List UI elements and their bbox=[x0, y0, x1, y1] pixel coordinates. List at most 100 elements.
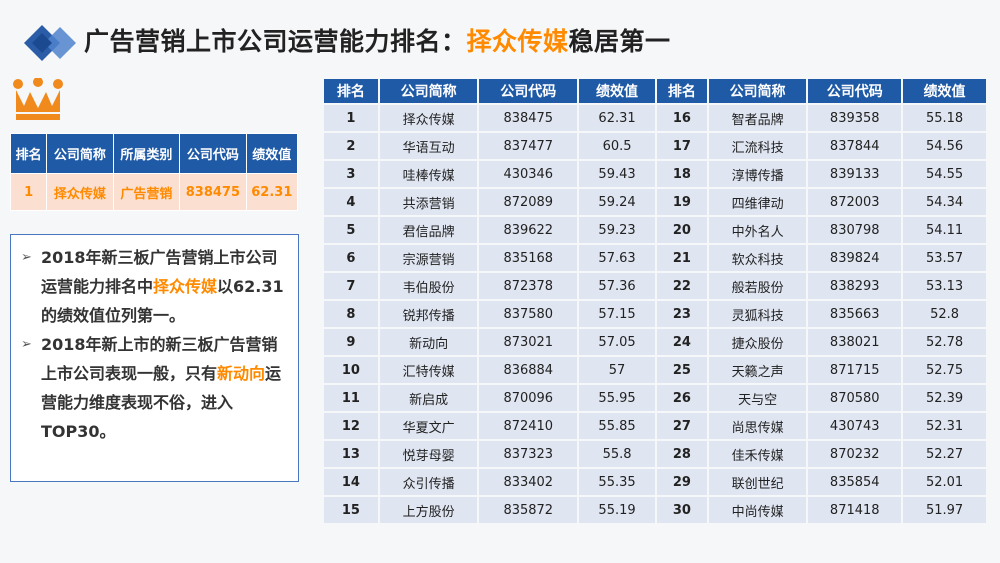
table-cell: 捷众股份 bbox=[706, 327, 809, 357]
table-cell: 837477 bbox=[477, 131, 580, 161]
table-cell: 8 bbox=[322, 299, 380, 329]
table-cell: 870580 bbox=[806, 383, 904, 413]
table-cell: 62.31 bbox=[577, 103, 657, 133]
table-cell: 838293 bbox=[806, 271, 904, 301]
table-cell: 韦伯股份 bbox=[377, 271, 480, 301]
table-cell: 般若股份 bbox=[706, 271, 809, 301]
note-text: 2018年新三板广告营销上市公司运营能力排名中择众传媒以62.31的绩效值位列第… bbox=[41, 243, 290, 330]
top-company-row: 1 择众传媒 广告营销 838475 62.31 bbox=[9, 173, 299, 211]
table-cell: 灵狐科技 bbox=[706, 299, 809, 329]
table-row: 1 择众传媒 838475 62.31 16 智者品牌 839358 55.18 bbox=[322, 103, 988, 133]
ranking-header: 绩效值 bbox=[901, 77, 988, 105]
table-cell: 汇流科技 bbox=[706, 131, 809, 161]
crown-icon bbox=[13, 78, 63, 120]
table-cell: 择众传媒 bbox=[377, 103, 480, 133]
table-cell: 7 bbox=[322, 271, 380, 301]
table-row: 9 新动向 873021 57.05 24 捷众股份 838021 52.78 bbox=[322, 327, 988, 357]
top-company-cell: 62.31 bbox=[245, 173, 299, 211]
table-cell: 835872 bbox=[477, 495, 580, 525]
table-cell: 上方股份 bbox=[377, 495, 480, 525]
table-cell: 29 bbox=[654, 467, 709, 497]
table-cell: 839358 bbox=[806, 103, 904, 133]
note-segment: 运营能力维度表现不俗，进入TOP30。 bbox=[41, 364, 282, 441]
table-row: 6 宗源营销 835168 57.63 21 软众科技 839824 53.57 bbox=[322, 243, 988, 273]
table-cell: 软众科技 bbox=[706, 243, 809, 273]
table-cell: 52.8 bbox=[901, 299, 988, 329]
table-cell: 835854 bbox=[806, 467, 904, 497]
table-cell: 19 bbox=[654, 187, 709, 217]
table-cell: 27 bbox=[654, 411, 709, 441]
ranking-header: 排名 bbox=[322, 77, 380, 105]
top-company-cell: 838475 bbox=[179, 173, 247, 211]
table-cell: 837323 bbox=[477, 439, 580, 469]
table-cell: 16 bbox=[654, 103, 709, 133]
table-cell: 52.31 bbox=[901, 411, 988, 441]
table-cell: 22 bbox=[654, 271, 709, 301]
table-cell: 中外名人 bbox=[706, 215, 809, 245]
table-cell: 839622 bbox=[477, 215, 580, 245]
table-cell: 57.63 bbox=[577, 243, 657, 273]
table-cell: 59.23 bbox=[577, 215, 657, 245]
table-cell: 839824 bbox=[806, 243, 904, 273]
top-company-header: 公司简称 bbox=[46, 133, 114, 174]
table-cell: 天与空 bbox=[706, 383, 809, 413]
ranking-header: 绩效值 bbox=[577, 77, 657, 105]
note-text: 2018年新上市的新三板广告营销上市公司表现一般，只有新动向运营能力维度表现不俗… bbox=[41, 330, 290, 446]
ranking-header: 公司简称 bbox=[377, 77, 480, 105]
table-cell: 共添营销 bbox=[377, 187, 480, 217]
table-cell: 838021 bbox=[806, 327, 904, 357]
table-cell: 54.55 bbox=[901, 159, 988, 189]
table-cell: 871715 bbox=[806, 355, 904, 385]
table-cell: 10 bbox=[322, 355, 380, 385]
note-highlight: 新动向 bbox=[217, 364, 266, 383]
table-cell: 华夏文广 bbox=[377, 411, 480, 441]
table-cell: 872089 bbox=[477, 187, 580, 217]
table-row: 4 共添营销 872089 59.24 19 四维律动 872003 54.34 bbox=[322, 187, 988, 217]
table-cell: 833402 bbox=[477, 467, 580, 497]
table-cell: 18 bbox=[654, 159, 709, 189]
table-cell: 838475 bbox=[477, 103, 580, 133]
table-row: 7 韦伯股份 872378 57.36 22 般若股份 838293 53.13 bbox=[322, 271, 988, 301]
notes-box: ➢ 2018年新三板广告营销上市公司运营能力排名中择众传媒以62.31的绩效值位列… bbox=[10, 234, 299, 482]
table-cell: 智者品牌 bbox=[706, 103, 809, 133]
table-cell: 众引传播 bbox=[377, 467, 480, 497]
table-cell: 15 bbox=[322, 495, 380, 525]
table-cell: 26 bbox=[654, 383, 709, 413]
table-row: 11 新启成 870096 55.95 26 天与空 870580 52.39 bbox=[322, 383, 988, 413]
table-cell: 57.15 bbox=[577, 299, 657, 329]
top-company-header: 所属类别 bbox=[112, 133, 181, 174]
table-cell: 汇特传媒 bbox=[377, 355, 480, 385]
table-cell: 52.39 bbox=[901, 383, 988, 413]
table-cell: 24 bbox=[654, 327, 709, 357]
top-company-cell: 择众传媒 bbox=[46, 173, 114, 211]
table-cell: 870096 bbox=[477, 383, 580, 413]
table-cell: 1 bbox=[322, 103, 380, 133]
table-cell: 四维律动 bbox=[706, 187, 809, 217]
table-cell: 55.85 bbox=[577, 411, 657, 441]
title-highlight: 择众传媒 bbox=[466, 27, 569, 56]
table-cell: 430743 bbox=[806, 411, 904, 441]
table-cell: 52.27 bbox=[901, 439, 988, 469]
table-cell: 17 bbox=[654, 131, 709, 161]
table-cell: 55.95 bbox=[577, 383, 657, 413]
note-segment: 2018年新上市的新三板广告营销上市公司表现一般，只有 bbox=[41, 335, 278, 383]
table-cell: 59.24 bbox=[577, 187, 657, 217]
table-row: 8 锐邦传播 837580 57.15 23 灵狐科技 835663 52.8 bbox=[322, 299, 988, 329]
table-cell: 57.36 bbox=[577, 271, 657, 301]
table-row: 12 华夏文广 872410 55.85 27 尚思传媒 430743 52.31 bbox=[322, 411, 988, 441]
table-cell: 联创世纪 bbox=[706, 467, 809, 497]
table-cell: 54.11 bbox=[901, 215, 988, 245]
table-cell: 11 bbox=[322, 383, 380, 413]
table-cell: 14 bbox=[322, 467, 380, 497]
table-cell: 52.01 bbox=[901, 467, 988, 497]
table-row: 14 众引传播 833402 55.35 29 联创世纪 835854 52.01 bbox=[322, 467, 988, 497]
table-cell: 52.75 bbox=[901, 355, 988, 385]
table-cell: 中尚传媒 bbox=[706, 495, 809, 525]
note-segment: 2018年新三板广告营销上市公司运营能力排名中 bbox=[41, 248, 278, 296]
table-cell: 9 bbox=[322, 327, 380, 357]
table-cell: 20 bbox=[654, 215, 709, 245]
table-cell: 430346 bbox=[477, 159, 580, 189]
table-cell: 4 bbox=[322, 187, 380, 217]
table-cell: 54.56 bbox=[901, 131, 988, 161]
